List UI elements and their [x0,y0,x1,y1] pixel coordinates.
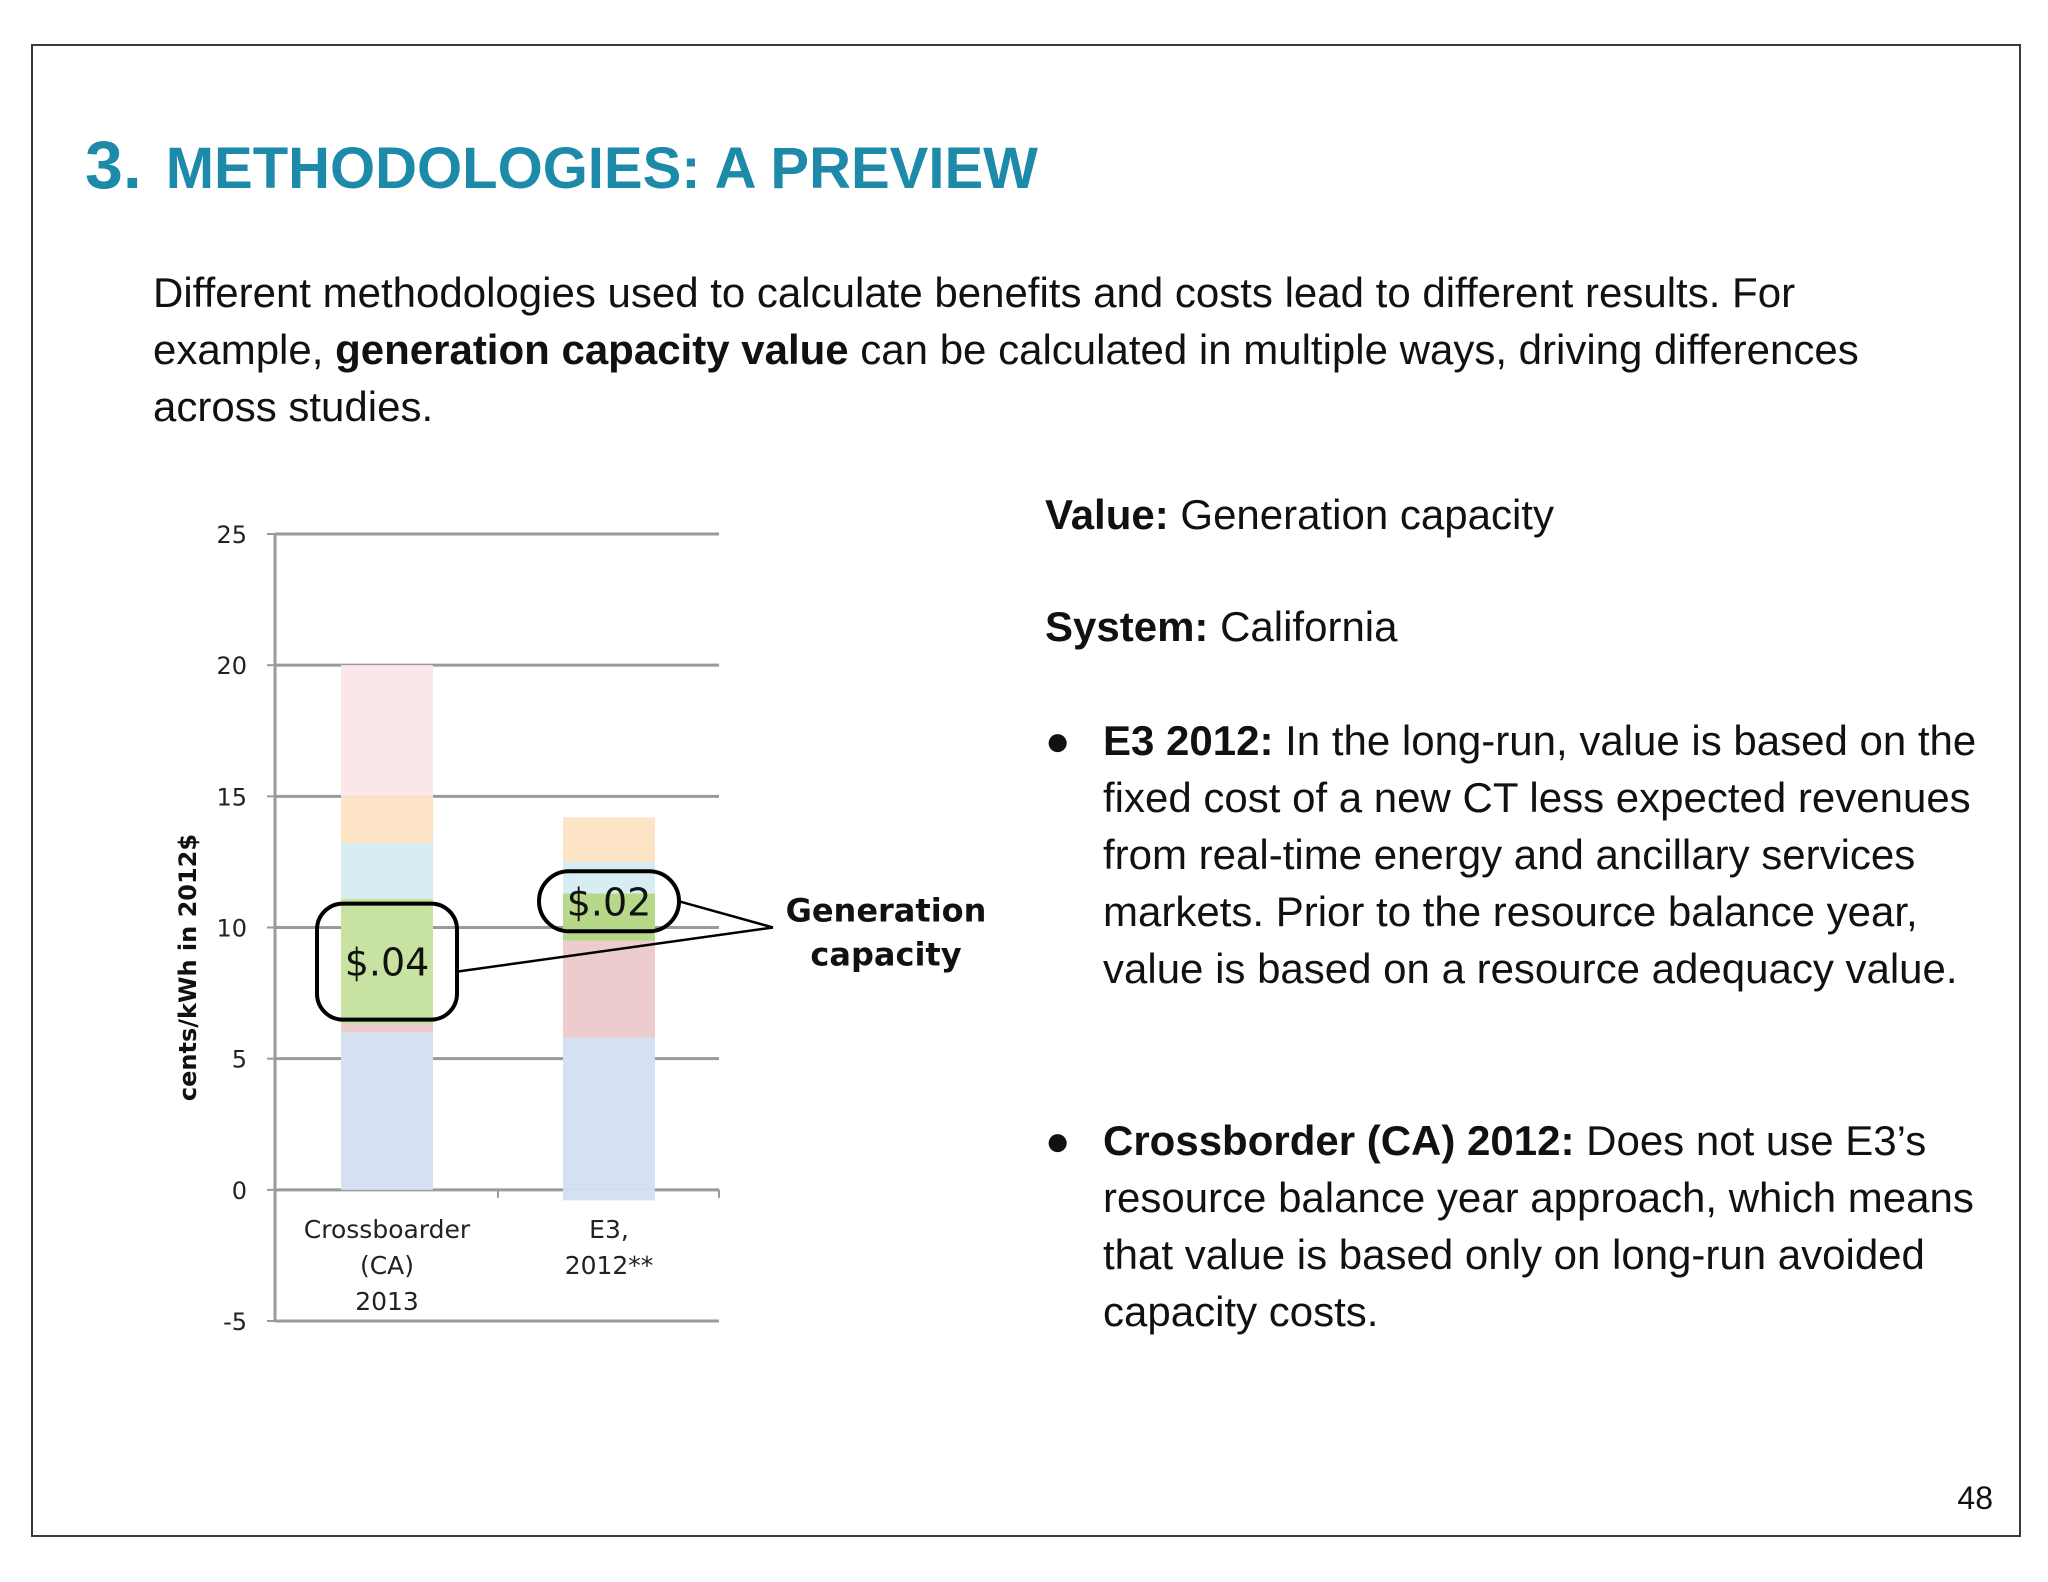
bullet-e3-bold: E3 2012: [1103,717,1274,764]
value-line: Value: Generation capacity [1045,486,1554,543]
x-tick-label: Crossboarder [304,1215,471,1244]
system-text: California [1220,603,1398,650]
y-tick-label: 20 [216,652,247,680]
x-tick-label: 2013 [355,1287,419,1316]
bar-segment [563,861,655,894]
chart-container: -5 0 5 10 15 20 25 cents/kWh in 2012$ Crossboard… [133,476,1033,1381]
annotation-line [678,900,774,929]
intro-text-2: can be calculated in multiple ways, driv… [153,326,1859,430]
y-tick-label: 10 [216,915,247,943]
intro-paragraph: Different methodologies used to calculat… [153,264,1873,435]
bar-segment [563,940,655,1038]
y-tick-label: 15 [216,783,247,811]
bullet-crossborder-bold: Crossborder (CA) 2012: [1103,1117,1575,1164]
intro-bold-text: generation capacity value [335,326,849,373]
y-tick-label: 25 [216,521,247,549]
value-text: Generation capacity [1180,491,1554,538]
title-text: METHODOLOGIES: A PREVIEW [165,136,1038,201]
annotation-line [456,926,774,973]
bullet-dot-icon: ● [1045,717,1071,764]
y-tick-label: 0 [232,1177,247,1205]
system-label: System: [1045,603,1209,650]
y-tick-label: 5 [232,1046,247,1074]
bar-segment [563,1037,655,1190]
bar-segment [341,1032,433,1190]
annotation-label: Generation [786,892,987,930]
bullet-dot-icon: ● [1045,1117,1071,1164]
stacked-bar-chart: -5 0 5 10 15 20 25 cents/kWh in 2012$ Crossboard… [174,521,987,1336]
y-tick-label: -5 [223,1308,247,1336]
callout-label: $.02 [567,880,652,924]
slide: 3. METHODOLOGIES: A PREVIEW Different met… [31,44,2021,1537]
bar-segment [341,843,433,899]
title-number: 3. [85,127,142,203]
x-tick-label: (CA) [360,1251,414,1280]
intro-text-1: Different methodologies used to calculat… [153,269,1796,373]
system-line: System: California [1045,598,1398,655]
bar-segment [341,665,433,797]
bullet-e3: ● E3 2012: In the long-run, value is bas… [1045,712,2005,997]
bar-segment [341,898,433,1025]
y-axis-label: cents/kWh in 2012$ [174,834,202,1101]
slide-title: 3. METHODOLOGIES: A PREVIEW [85,126,1038,204]
bullet-crossborder-text: Does not use E3’s resource balance year … [1103,1117,1974,1335]
bullet-e3-text: In the long-run, value is based on the f… [1103,717,1977,992]
callout-label: $.04 [345,941,430,985]
annotation-label: capacity [810,936,961,974]
callout-box [315,901,459,1022]
bar-segment [341,796,433,844]
value-label: Value: [1045,491,1169,538]
bar-segment [563,817,655,862]
bullet-crossborder: ● Crossborder (CA) 2012: Does not use E3… [1045,1112,2005,1340]
x-tick-label: E3, [589,1215,629,1244]
bar-segment [341,1024,433,1033]
x-tick-label: 2012** [565,1251,654,1280]
bar-segment-negative [563,1189,655,1201]
page-number: 48 [1957,1480,1993,1516]
